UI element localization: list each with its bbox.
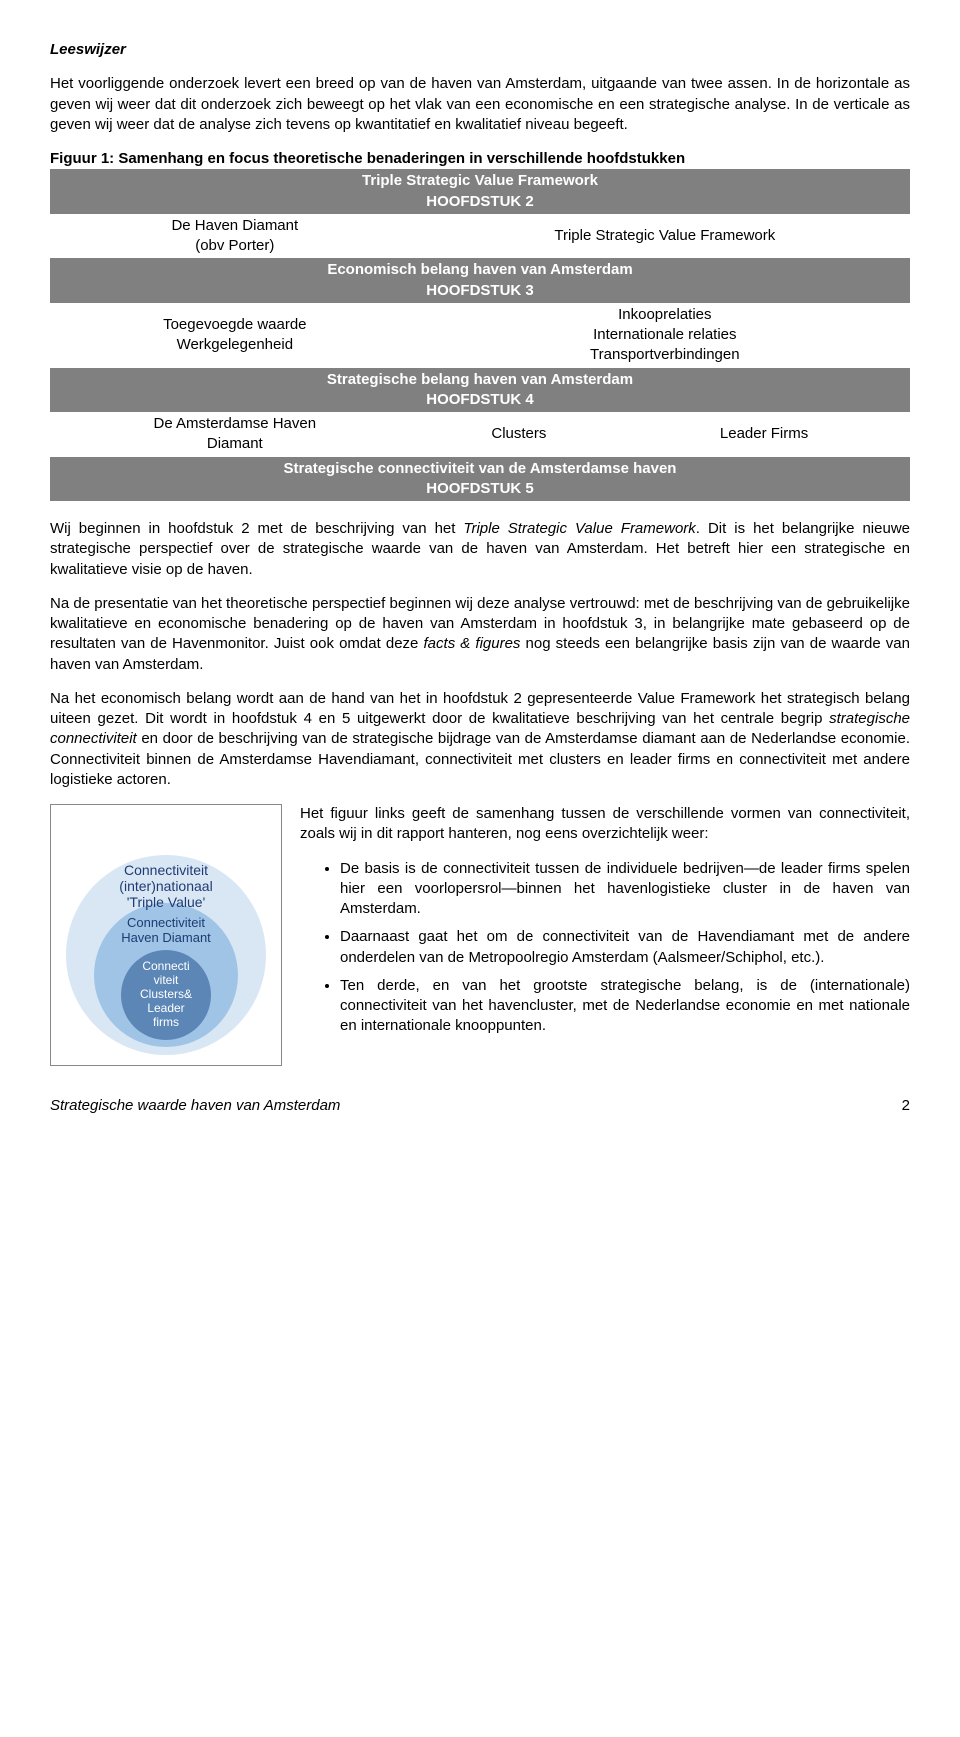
framework-table: Triple Strategic Value FrameworkHOOFDSTU… — [50, 169, 910, 501]
table-cell: Toegevoegde waardeWerkgelegenheid — [50, 303, 420, 368]
table-cell: Triple Strategic Value Framework — [420, 214, 910, 259]
list-item: Ten derde, en van het grootste strategis… — [340, 976, 910, 1037]
svg-text:viteit: viteit — [154, 973, 179, 987]
table-header-4: Strategische connectiviteit van de Amste… — [50, 457, 910, 502]
table-cell: Leader Firms — [618, 412, 910, 457]
body-paragraph-1: Wij beginnen in hoofdstuk 2 met de besch… — [50, 519, 910, 580]
svg-text:Connectiviteit: Connectiviteit — [127, 915, 205, 930]
svg-text:'Triple Value': 'Triple Value' — [127, 894, 206, 910]
svg-text:Leader: Leader — [147, 1001, 184, 1015]
bullet-list: De basis is de connectiviteit tussen de … — [300, 859, 910, 1037]
figure-caption: Figuur 1: Samenhang en focus theoretisch… — [50, 149, 910, 169]
svg-text:Connecti: Connecti — [142, 959, 189, 973]
svg-text:firms: firms — [153, 1015, 179, 1029]
footer-title: Strategische waarde haven van Amsterdam — [50, 1096, 340, 1116]
table-cell: Clusters — [420, 412, 619, 457]
connectivity-diagram: Connectiviteit (inter)nationaal 'Triple … — [50, 804, 282, 1066]
svg-text:Clusters&: Clusters& — [140, 987, 192, 1001]
table-cell: De Haven Diamant(obv Porter) — [50, 214, 420, 259]
table-header-3: Strategische belang haven van AmsterdamH… — [50, 368, 910, 413]
right-intro: Het figuur links geeft de samenhang tuss… — [300, 804, 910, 845]
table-header-1: Triple Strategic Value FrameworkHOOFDSTU… — [50, 169, 910, 214]
page-number: 2 — [902, 1096, 910, 1116]
table-cell: De Amsterdamse HavenDiamant — [50, 412, 420, 457]
section-title: Leeswijzer — [50, 40, 910, 60]
intro-paragraph: Het voorliggende onderzoek levert een br… — [50, 74, 910, 135]
svg-text:(inter)nationaal: (inter)nationaal — [119, 878, 212, 894]
svg-text:Connectiviteit: Connectiviteit — [124, 862, 208, 878]
body-paragraph-3: Na het economisch belang wordt aan de ha… — [50, 689, 910, 790]
body-paragraph-2: Na de presentatie van het theoretische p… — [50, 594, 910, 675]
table-cell: Inkooprelaties Internationale relaties T… — [420, 303, 910, 368]
table-header-2: Economisch belang haven van AmsterdamHOO… — [50, 258, 910, 303]
svg-text:Haven Diamant: Haven Diamant — [121, 930, 211, 945]
list-item: Daarnaast gaat het om de connectiviteit … — [340, 927, 910, 968]
list-item: De basis is de connectiviteit tussen de … — [340, 859, 910, 920]
